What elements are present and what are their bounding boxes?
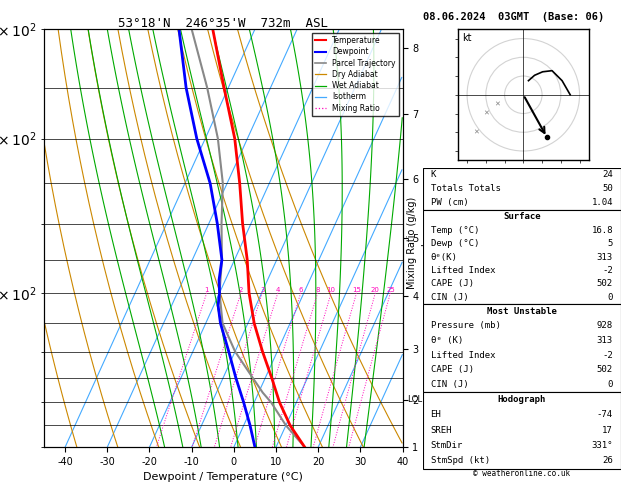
- X-axis label: Dewpoint / Temperature (°C): Dewpoint / Temperature (°C): [143, 472, 303, 483]
- Text: 928: 928: [597, 321, 613, 330]
- Text: 0: 0: [608, 293, 613, 302]
- Text: 15: 15: [352, 287, 361, 293]
- Text: 5: 5: [608, 239, 613, 248]
- Text: Mixing Ratio (g/kg): Mixing Ratio (g/kg): [407, 197, 417, 289]
- Text: © weatheronline.co.uk: © weatheronline.co.uk: [473, 469, 571, 478]
- Text: EH: EH: [431, 410, 442, 419]
- Text: 4: 4: [276, 287, 280, 293]
- Text: CAPE (J): CAPE (J): [431, 279, 474, 288]
- Bar: [423, 304, 621, 392]
- Text: 20: 20: [371, 287, 380, 293]
- Bar: [423, 168, 621, 210]
- Y-axis label: km
ASL: km ASL: [421, 229, 443, 247]
- Text: 1: 1: [204, 287, 209, 293]
- Text: 8: 8: [315, 287, 320, 293]
- Text: 08.06.2024  03GMT  (Base: 06): 08.06.2024 03GMT (Base: 06): [423, 12, 604, 22]
- Text: StmDir: StmDir: [431, 441, 463, 450]
- Text: Temp (°C): Temp (°C): [431, 226, 479, 235]
- Text: 24: 24: [602, 170, 613, 179]
- Text: PW (cm): PW (cm): [431, 198, 468, 208]
- Text: 53°18'N  246°35'W  732m  ASL: 53°18'N 246°35'W 732m ASL: [118, 17, 328, 30]
- Text: 26: 26: [602, 456, 613, 466]
- Text: -74: -74: [597, 410, 613, 419]
- Text: ✕: ✕: [494, 101, 500, 107]
- Text: 50: 50: [602, 184, 613, 193]
- Text: Lifted Index: Lifted Index: [431, 351, 495, 360]
- Text: K: K: [431, 170, 436, 179]
- Bar: [423, 392, 621, 469]
- Text: θᵉ(K): θᵉ(K): [431, 253, 457, 261]
- Text: 1.04: 1.04: [591, 198, 613, 208]
- Text: Hodograph: Hodograph: [498, 395, 546, 404]
- Text: CIN (J): CIN (J): [431, 293, 468, 302]
- Text: 313: 313: [597, 253, 613, 261]
- Text: kt: kt: [462, 33, 471, 43]
- Text: -2: -2: [602, 266, 613, 275]
- Text: Surface: Surface: [503, 212, 540, 221]
- Text: 0: 0: [608, 380, 613, 389]
- Text: 313: 313: [597, 336, 613, 345]
- Text: Pressure (mb): Pressure (mb): [431, 321, 501, 330]
- Text: 25: 25: [386, 287, 395, 293]
- Text: LCL: LCL: [407, 396, 422, 404]
- Text: Totals Totals: Totals Totals: [431, 184, 501, 193]
- Text: CIN (J): CIN (J): [431, 380, 468, 389]
- Text: 17: 17: [602, 426, 613, 434]
- Text: CAPE (J): CAPE (J): [431, 365, 474, 374]
- Text: 331°: 331°: [591, 441, 613, 450]
- Text: -2: -2: [602, 351, 613, 360]
- Text: StmSpd (kt): StmSpd (kt): [431, 456, 490, 466]
- Text: ✕: ✕: [474, 129, 479, 135]
- Text: 502: 502: [597, 365, 613, 374]
- Text: θᵉ (K): θᵉ (K): [431, 336, 463, 345]
- Legend: Temperature, Dewpoint, Parcel Trajectory, Dry Adiabat, Wet Adiabat, Isotherm, Mi: Temperature, Dewpoint, Parcel Trajectory…: [311, 33, 399, 116]
- Text: Lifted Index: Lifted Index: [431, 266, 495, 275]
- Text: 6: 6: [299, 287, 303, 293]
- Text: Most Unstable: Most Unstable: [487, 307, 557, 316]
- Bar: [423, 210, 621, 304]
- Text: SREH: SREH: [431, 426, 452, 434]
- Text: 10: 10: [326, 287, 336, 293]
- Text: 2: 2: [239, 287, 243, 293]
- Text: ✕: ✕: [483, 110, 489, 117]
- Text: 3: 3: [260, 287, 264, 293]
- Text: 502: 502: [597, 279, 613, 288]
- Text: 16.8: 16.8: [591, 226, 613, 235]
- Text: Dewp (°C): Dewp (°C): [431, 239, 479, 248]
